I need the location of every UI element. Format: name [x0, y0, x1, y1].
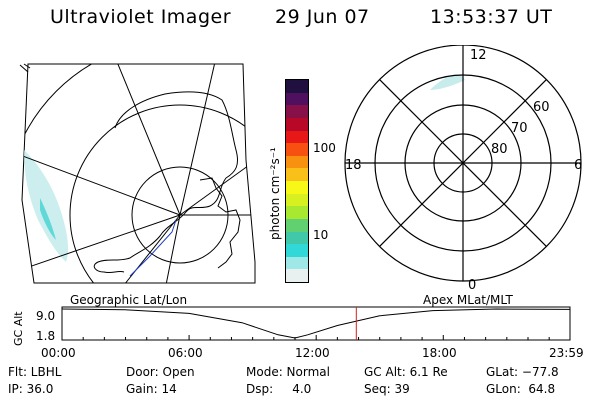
emission-patch [24, 150, 69, 262]
coastline [93, 91, 239, 274]
colorbar-segment [286, 269, 308, 282]
info-gain: Gain: 14 [126, 382, 177, 396]
north-marker [19, 63, 31, 73]
x-tick-label: 23:59 [549, 346, 584, 360]
altitude-line [61, 308, 570, 339]
altitude-chart: Geographic Lat/Lon Apex MLat/MLT 9.0 1.8… [12, 293, 584, 360]
lat-label-60: 60 [533, 100, 550, 115]
info-ip: IP: 36.0 [8, 382, 54, 396]
lat-label-70: 70 [511, 121, 528, 136]
y-axis-label: GC Alt [12, 311, 25, 346]
colorbar-segment [286, 244, 308, 257]
info-filter: Flt: LBHL [8, 365, 62, 379]
polar-grid-label: Apex MLat/MLT [423, 293, 513, 307]
instrument-title: Ultraviolet Imager [50, 6, 232, 28]
polar-emission-patch [430, 74, 465, 90]
colorbar-segment [286, 143, 308, 156]
colorbar-segment [286, 193, 308, 207]
mlt-label-18: 18 [345, 158, 362, 173]
lat-label-80: 80 [491, 142, 508, 157]
colorbar-segment [286, 181, 308, 194]
info-mode: Mode: Normal [246, 365, 330, 379]
polar-grid: 12 0 18 6 60 70 80 [344, 45, 582, 293]
color-scale-bar [285, 79, 309, 283]
colorbar-segment [286, 105, 308, 118]
colorbar-segment [286, 168, 308, 181]
colorbar-segment [286, 80, 308, 93]
geographic-map [19, 63, 256, 284]
date-label: 29 Jun 07 [275, 6, 370, 28]
mlt-label-6: 6 [574, 158, 582, 173]
info-gc-alt: GC Alt: 6.1 Re [364, 365, 448, 379]
geo-map-label: Geographic Lat/Lon [70, 293, 187, 307]
x-tick-label: 18:00 [422, 346, 457, 360]
colorbar-segment [286, 92, 308, 106]
info-glon: GLon: 64.8 [486, 382, 556, 396]
x-tick-label: 06:00 [168, 346, 203, 360]
colorbar-segment [286, 155, 308, 169]
colorbar-tick-100: 100 [313, 141, 336, 155]
colorbar-segment [286, 130, 308, 144]
time-label: 13:53:37 UT [430, 6, 553, 28]
info-glat: GLat: −77.8 [486, 365, 559, 379]
info-door: Door: Open [126, 365, 195, 379]
mlt-label-12: 12 [470, 48, 487, 63]
info-seq: Seq: 39 [364, 382, 410, 396]
colorbar-segment [286, 231, 308, 245]
colorbar-tick-10: 10 [313, 228, 329, 242]
x-tick-label: 12:00 [295, 346, 330, 360]
colorbar-segment [286, 117, 308, 131]
map-border [21, 63, 256, 284]
mlt-label-0: 0 [468, 278, 476, 293]
colorbar-segment [286, 206, 308, 219]
colorbar-segment [286, 218, 308, 232]
colorbar-unit-label: photon cm⁻²s⁻¹ [268, 147, 282, 240]
y-tick-9: 9.0 [36, 309, 55, 323]
info-dsp: Dsp: 4.0 [246, 382, 312, 396]
y-tick-1-8: 1.8 [36, 329, 55, 343]
colorbar-segment [286, 256, 308, 270]
x-tick-label: 00:00 [41, 346, 76, 360]
